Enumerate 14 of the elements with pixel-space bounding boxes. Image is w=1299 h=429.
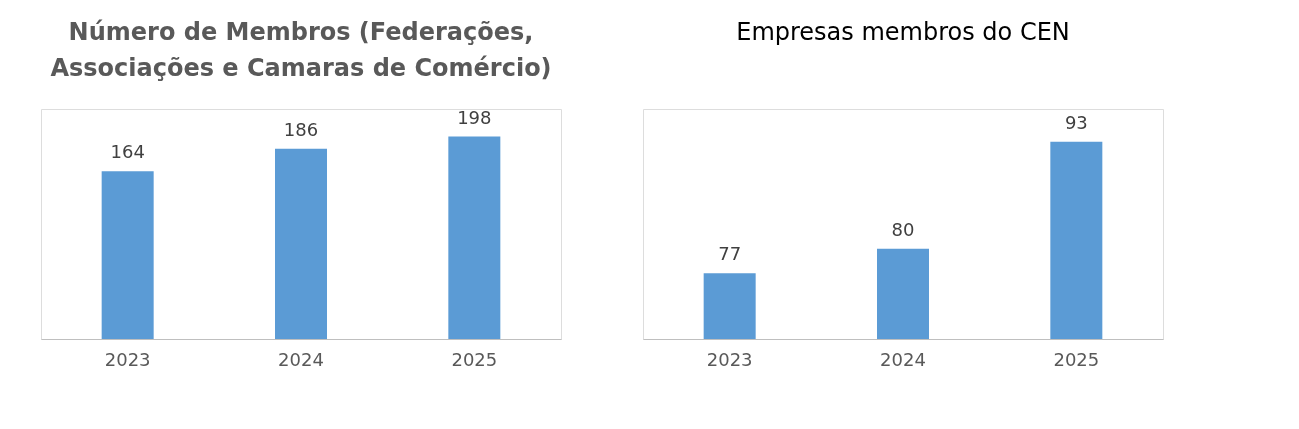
data-label: 186 xyxy=(283,118,319,140)
x-tick-label: 2025 xyxy=(1053,348,1100,370)
data-label: 198 xyxy=(457,106,492,128)
x-tick-label: 2023 xyxy=(706,348,753,370)
x-tick-label: 2024 xyxy=(880,348,926,370)
chart-title: Empresas membros do CEN xyxy=(736,18,1070,46)
x-tick-label: 2023 xyxy=(104,348,151,370)
data-label: 77 xyxy=(718,243,742,265)
x-tick-label: 2025 xyxy=(451,348,498,370)
x-tick-label: 2024 xyxy=(278,348,324,370)
data-label: 93 xyxy=(1064,111,1088,133)
data-label: 80 xyxy=(891,218,915,240)
data-label: 164 xyxy=(110,141,145,163)
chart-title: Número de Membros (Federações, Associações e Camaras de Comércio) xyxy=(50,18,552,82)
